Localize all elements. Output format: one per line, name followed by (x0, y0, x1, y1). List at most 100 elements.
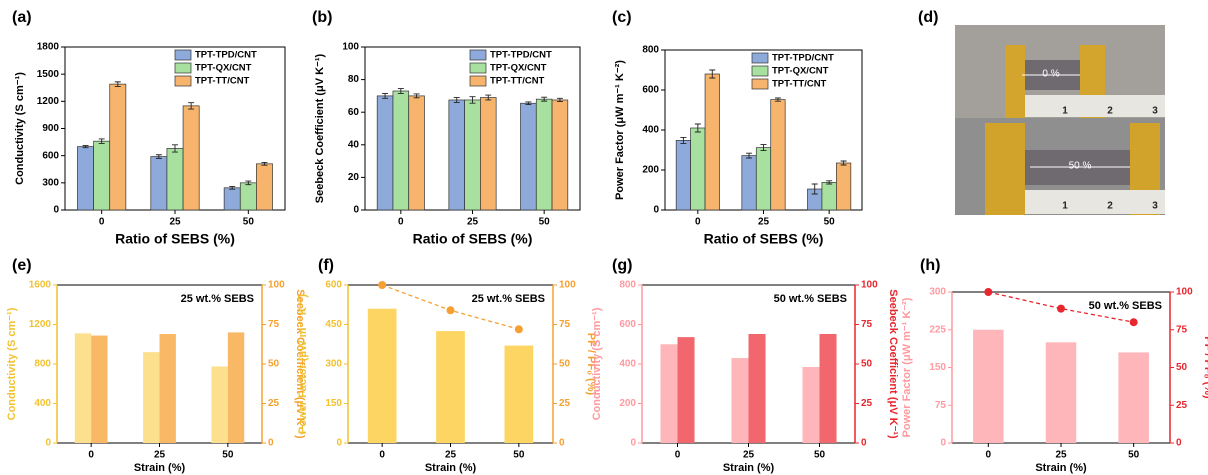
x-tick-label: 25 (154, 450, 166, 461)
bar (182, 105, 200, 211)
x-tick-label: 0 (986, 450, 992, 461)
bar (677, 337, 695, 443)
bar (504, 345, 534, 443)
bar (227, 332, 245, 443)
bar (159, 333, 176, 443)
x-tick-label: 50 (222, 450, 234, 461)
y-tick-label: 400 (642, 125, 659, 136)
bar (770, 99, 786, 211)
x-axis-label: Strain (%) (134, 462, 186, 474)
y-tick-label: 0 (353, 205, 359, 216)
bar (1045, 342, 1077, 443)
bar (1118, 352, 1149, 443)
y-tick-label: 300 (42, 177, 59, 188)
legend-label: TPT-TPD/CNT (772, 53, 834, 64)
x-tick-label: 25 (1055, 450, 1067, 461)
y-tick-label: 0 (336, 438, 342, 449)
y-tick-label: 75 (935, 400, 947, 411)
x-axis-label: Ratio of SEBS (%) (413, 231, 533, 247)
error-bar (840, 160, 847, 166)
legend-label: TPT-TT/CNT (195, 76, 250, 87)
y-tick-label: 150 (929, 362, 946, 373)
y2-tick-label: 25 (268, 398, 280, 409)
error-bar (82, 145, 89, 149)
bar (731, 358, 749, 443)
y-tick-label: 800 (619, 280, 636, 291)
line-point (1129, 318, 1138, 327)
y2-tick-label: 50 (1176, 362, 1188, 373)
bar (836, 162, 852, 211)
error-bar (397, 88, 404, 94)
y-tick-label: 200 (642, 165, 659, 176)
x-axis-label: Ratio of SEBS (%) (704, 231, 824, 247)
y-tick-label: 150 (325, 398, 342, 409)
error-bar (694, 123, 701, 133)
x-tick-label: 50 (824, 217, 836, 228)
y-tick-label: 60 (348, 107, 360, 118)
error-bar (229, 186, 236, 190)
y-tick-label: 600 (642, 85, 659, 96)
error-bar (453, 97, 460, 103)
y2-tick-label: 0 (861, 438, 867, 449)
bar (91, 335, 108, 443)
line-point (984, 288, 993, 296)
y2-tick-label: 50 (559, 359, 571, 370)
bar (239, 182, 257, 211)
ruler-label: 1 (1062, 106, 1068, 117)
x-tick-label: 0 (99, 217, 105, 228)
bar (166, 148, 184, 211)
ruler (1025, 95, 1165, 117)
x-tick-label: 50 (1128, 450, 1140, 461)
ruler-label: 3 (1152, 106, 1158, 117)
bar (93, 140, 111, 211)
y-tick-label: 400 (619, 359, 636, 370)
bar (223, 187, 241, 211)
bar (211, 366, 228, 443)
y-tick-label: 0 (45, 438, 51, 449)
error-bar (155, 154, 162, 159)
error-bar (172, 144, 178, 153)
y-axis-label: Conductivity (S cm⁻¹) (591, 307, 603, 420)
y-tick-label: 0 (940, 438, 946, 449)
error-bar (826, 180, 833, 185)
bar (150, 156, 168, 211)
panel-label: (a) (12, 9, 32, 26)
legend-swatch (174, 75, 192, 87)
error-bar (261, 162, 268, 166)
line (988, 291, 1134, 323)
ruler-label: 2 (1107, 201, 1113, 212)
y-tick-label: 600 (619, 319, 636, 330)
bar (973, 329, 1004, 443)
bar (408, 95, 425, 211)
y-tick-label: 450 (325, 319, 342, 330)
x-axis-label: Strain (%) (723, 462, 775, 474)
y2-tick-label: 100 (559, 280, 576, 291)
y-tick-label: 400 (34, 398, 51, 409)
tape (1005, 45, 1025, 118)
bar (480, 97, 497, 211)
x-axis-label: Strain (%) (1035, 462, 1087, 474)
error-bar (680, 136, 687, 144)
bar (392, 90, 410, 211)
x-tick-label: 25 (758, 217, 770, 228)
legend-swatch (174, 49, 192, 61)
y-tick-label: 1600 (29, 280, 52, 291)
x-axis-label: Strain (%) (425, 462, 477, 474)
error-bar (556, 97, 563, 103)
y-axis-label: Power Factor (μW m⁻¹ K⁻²) (297, 294, 309, 434)
y-tick-label: 200 (619, 398, 636, 409)
x-tick-label: 0 (695, 217, 701, 228)
bar (376, 95, 394, 211)
bar (802, 366, 820, 443)
y2-tick-label: 100 (1176, 287, 1193, 298)
bar (819, 333, 837, 443)
bar (755, 147, 772, 211)
legend-swatch (469, 62, 487, 74)
line-point (446, 306, 455, 315)
bar (436, 331, 465, 443)
y2-tick-label: 0 (559, 438, 565, 449)
legend-swatch (469, 75, 487, 87)
y-axis-label: Conductivity (S cm⁻¹) (14, 72, 26, 185)
y-tick-label: 900 (42, 123, 59, 134)
